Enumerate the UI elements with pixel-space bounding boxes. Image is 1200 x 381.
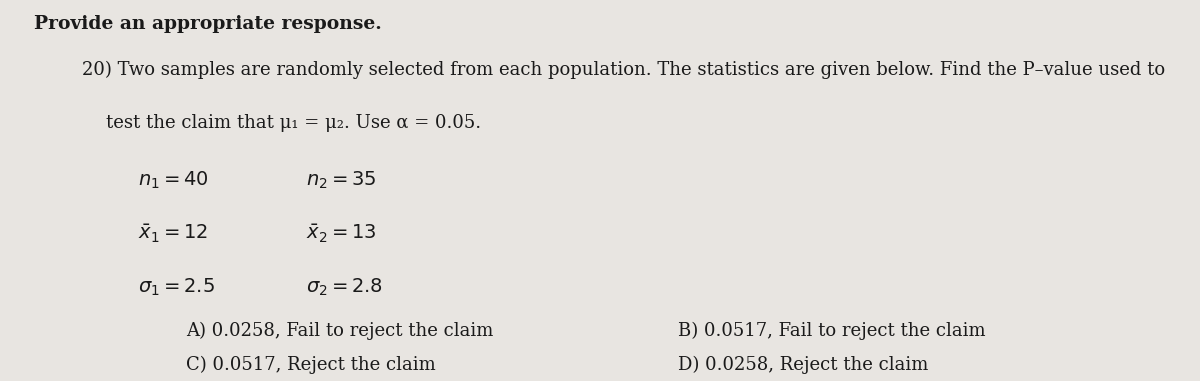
Text: $\sigma_2 = 2.8$: $\sigma_2 = 2.8$ [306,276,383,298]
Text: $n_2 = 35$: $n_2 = 35$ [306,170,377,191]
Text: C) 0.0517, Reject the claim: C) 0.0517, Reject the claim [186,356,436,375]
Text: test the claim that μ₁ = μ₂. Use α = 0.05.: test the claim that μ₁ = μ₂. Use α = 0.0… [106,114,481,132]
Text: $\sigma_1 = 2.5$: $\sigma_1 = 2.5$ [138,276,215,298]
Text: $\bar{x}_2 = 13$: $\bar{x}_2 = 13$ [306,223,377,245]
Text: B) 0.0517, Fail to reject the claim: B) 0.0517, Fail to reject the claim [678,322,985,340]
Text: A) 0.0258, Fail to reject the claim: A) 0.0258, Fail to reject the claim [186,322,493,340]
Text: $n_1 = 40$: $n_1 = 40$ [138,170,209,191]
Text: D) 0.0258, Reject the claim: D) 0.0258, Reject the claim [678,356,929,375]
Text: Provide an appropriate response.: Provide an appropriate response. [34,15,382,33]
Text: 20) Two samples are randomly selected from each population. The statistics are g: 20) Two samples are randomly selected fr… [82,61,1165,79]
Text: $\bar{x}_1 = 12$: $\bar{x}_1 = 12$ [138,223,208,245]
